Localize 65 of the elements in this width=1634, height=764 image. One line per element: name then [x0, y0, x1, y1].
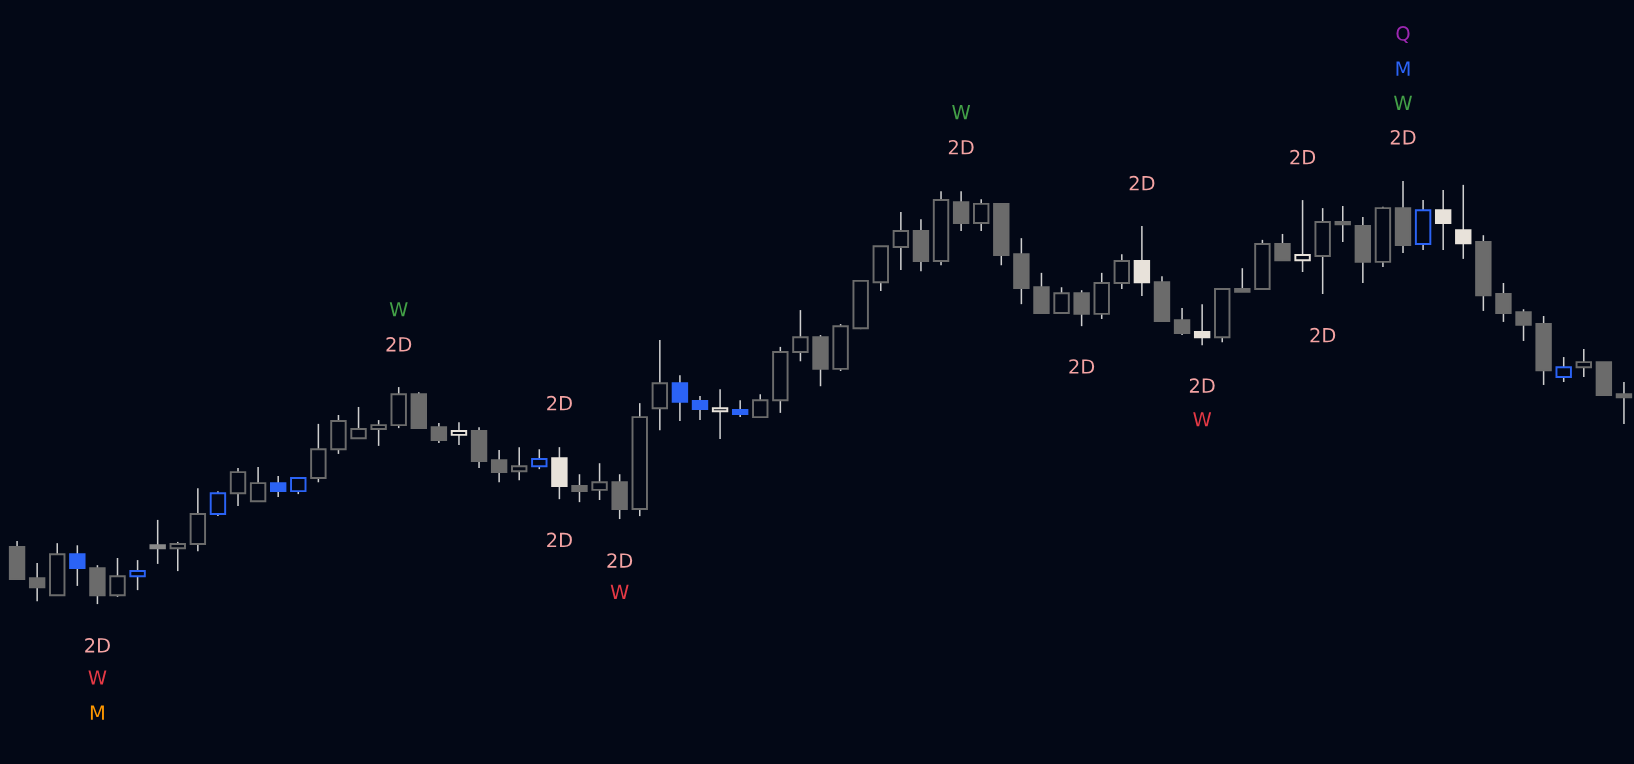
candlestick [691, 395, 709, 421]
text: 2D [1390, 129, 1416, 145]
candlestick [892, 211, 910, 271]
annotation: 2D [607, 553, 633, 568]
candlestick [1234, 267, 1251, 293]
annotation: 2D [1129, 175, 1155, 191]
annotation: W [389, 302, 408, 317]
candlestick [1193, 303, 1211, 346]
candlestick [1073, 289, 1090, 327]
text: Q [1396, 26, 1410, 44]
text: W [1394, 95, 1412, 111]
candlestick [671, 374, 689, 422]
candlestick [1434, 189, 1452, 251]
candlestick [1113, 253, 1131, 290]
annotation: 2D [1310, 327, 1336, 343]
annotation: W [610, 584, 629, 599]
text: W [88, 670, 107, 685]
text: M [1396, 61, 1410, 76]
candlestick [973, 198, 990, 232]
candlestick [1575, 348, 1592, 378]
candlestick [370, 419, 387, 447]
annotation: 2D [1069, 359, 1095, 374]
candlestick [1053, 286, 1070, 315]
candlestick [1615, 381, 1633, 425]
candlestick [1515, 308, 1532, 342]
candlestick [591, 462, 608, 501]
candlestick [109, 557, 126, 598]
annotation: 2D [386, 337, 412, 352]
candlestick [350, 406, 367, 440]
candlestick [490, 449, 508, 484]
candlestick [229, 467, 247, 507]
annotation: 2D [547, 532, 572, 548]
text: 2D [1290, 149, 1316, 165]
candlestick [1173, 307, 1191, 336]
candlestick [752, 393, 769, 419]
candlestick [1274, 233, 1291, 262]
text: 2D [85, 638, 110, 653]
candlestick [1555, 356, 1572, 383]
candlestick [792, 309, 809, 363]
candlestick [1294, 199, 1311, 273]
text: W [952, 105, 971, 120]
candlestick [69, 544, 86, 587]
candlestick [149, 519, 166, 565]
candlestick [1495, 282, 1512, 323]
text: 2D [948, 139, 974, 155]
candlestick [249, 466, 267, 503]
candlestick [430, 422, 448, 444]
annotation: W [1193, 412, 1212, 427]
candlestick [952, 190, 970, 232]
candlestick [531, 448, 548, 470]
candlestick [511, 446, 528, 481]
candlestick [28, 562, 46, 602]
text: M [90, 705, 104, 720]
candlestick [571, 473, 588, 503]
candlestick [1334, 205, 1351, 243]
annotation: 2D [547, 395, 572, 411]
annotation: 2D [1189, 378, 1215, 393]
candlestick [1133, 225, 1151, 297]
candlestick [1455, 184, 1472, 260]
candlestick [169, 541, 186, 572]
candlestick [129, 559, 146, 591]
candlestick [269, 475, 287, 498]
candlestick [450, 421, 468, 446]
candlestick [711, 388, 729, 440]
candlestick [209, 490, 227, 517]
